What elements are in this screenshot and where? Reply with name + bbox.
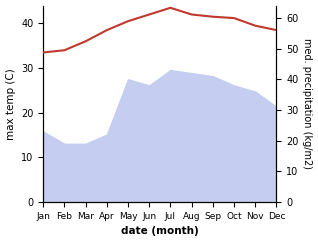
X-axis label: date (month): date (month) bbox=[121, 227, 199, 236]
Y-axis label: med. precipitation (kg/m2): med. precipitation (kg/m2) bbox=[302, 38, 313, 169]
Y-axis label: max temp (C): max temp (C) bbox=[5, 68, 16, 140]
